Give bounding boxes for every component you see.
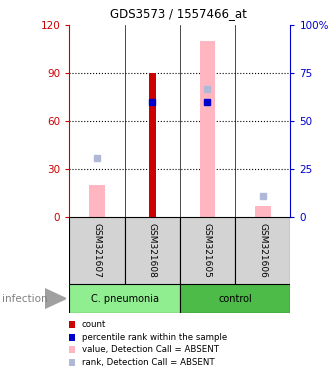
Text: GSM321608: GSM321608 [148,223,157,278]
FancyBboxPatch shape [124,217,180,284]
Text: percentile rank within the sample: percentile rank within the sample [82,333,227,342]
FancyBboxPatch shape [235,217,290,284]
Text: GSM321605: GSM321605 [203,223,212,278]
FancyBboxPatch shape [69,217,124,284]
Text: infection: infection [2,293,47,304]
FancyBboxPatch shape [180,284,290,313]
Bar [89,185,105,217]
FancyBboxPatch shape [69,284,180,313]
FancyBboxPatch shape [180,217,235,284]
Text: rank, Detection Call = ABSENT: rank, Detection Call = ABSENT [82,358,214,367]
Text: GDS3573 / 1557466_at: GDS3573 / 1557466_at [110,7,247,20]
Text: GSM321607: GSM321607 [92,223,101,278]
Text: GSM321606: GSM321606 [258,223,267,278]
Text: C. pneumonia: C. pneumonia [90,293,159,304]
Polygon shape [45,289,66,309]
Text: count: count [82,320,106,329]
Bar [255,206,271,217]
Bar [149,73,155,217]
Text: value, Detection Call = ABSENT: value, Detection Call = ABSENT [82,345,219,354]
Bar [200,41,215,217]
Text: control: control [218,293,252,304]
